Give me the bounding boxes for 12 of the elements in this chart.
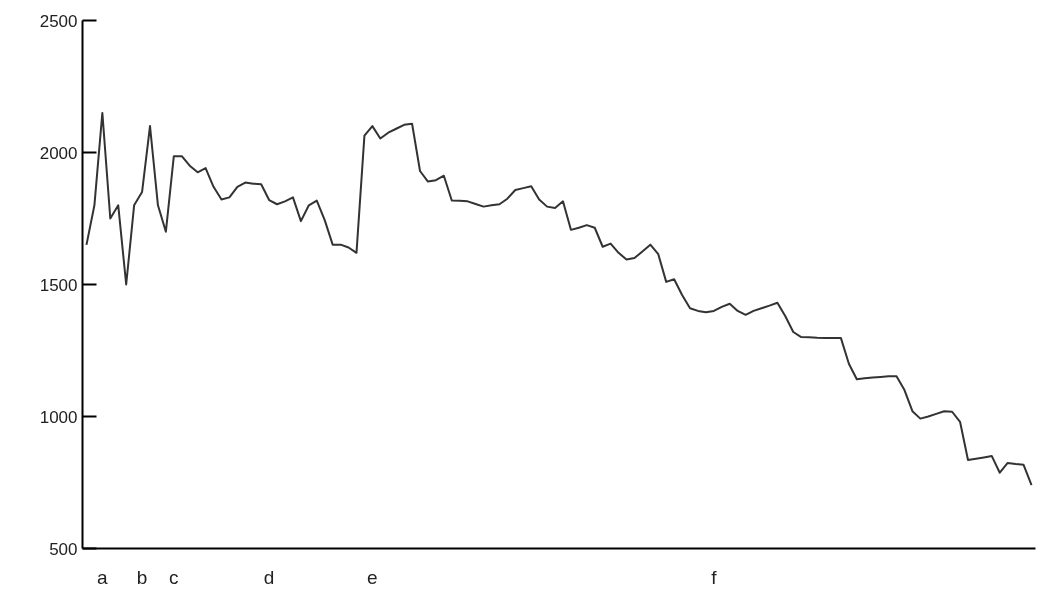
line-series — [85, 111, 1033, 487]
x-tick-label: f — [711, 566, 718, 588]
y-tick-label: 500 — [49, 539, 78, 559]
y-tick-label: 1500 — [39, 275, 78, 295]
x-tick-label: d — [263, 566, 275, 588]
x-tick-label: e — [367, 566, 378, 588]
y-tick-label: 2500 — [39, 11, 78, 31]
y-tick-label: 2000 — [39, 143, 78, 163]
x-tick-label: a — [97, 566, 109, 588]
y-tick-label: 1000 — [39, 407, 78, 427]
x-tick-label: b — [136, 566, 148, 588]
x-tick-label: c — [169, 566, 179, 588]
